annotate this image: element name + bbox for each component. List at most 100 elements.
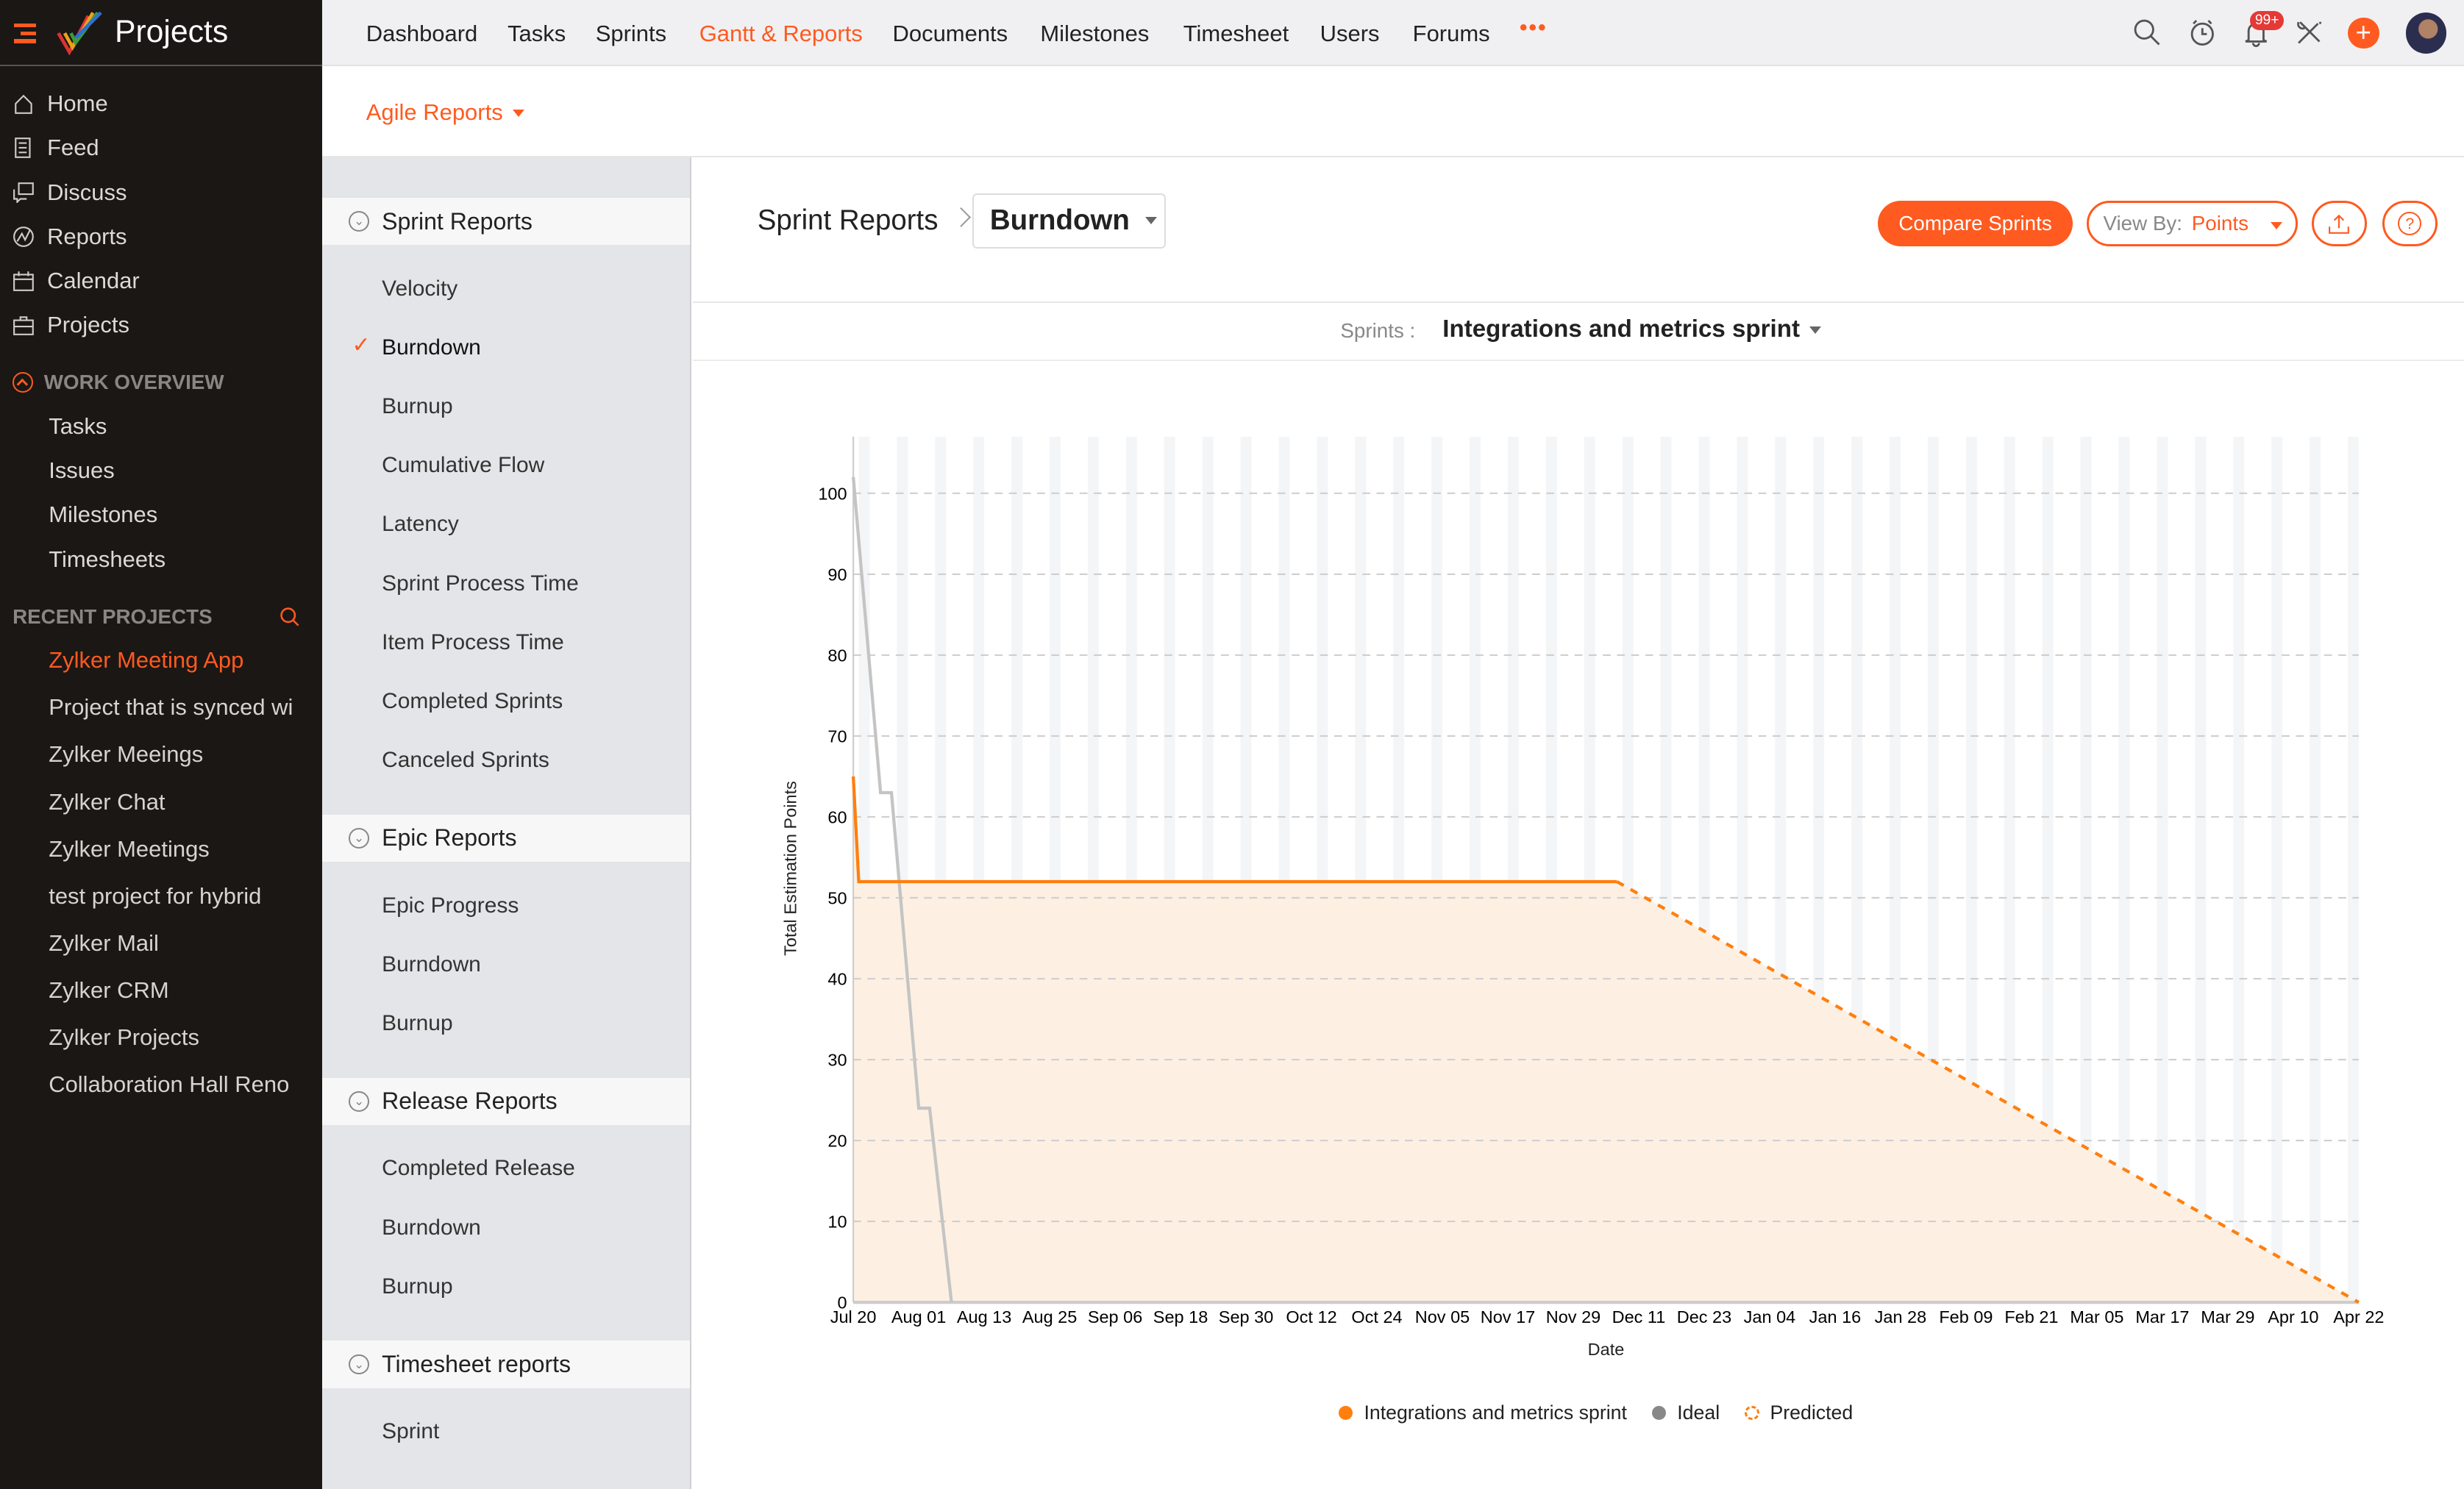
weekend-band — [2310, 436, 2321, 1303]
weekend-band — [2347, 436, 2359, 1303]
help-button[interactable]: ? — [2382, 201, 2438, 247]
recent-project-item[interactable]: Project that is synced wi — [49, 694, 293, 721]
report-item-velocity[interactable]: Velocity — [382, 276, 458, 301]
section-timesheet-reports[interactable]: ⌄ Timesheet reports — [321, 1340, 690, 1388]
tab-timesheet[interactable]: Timesheet — [1183, 20, 1289, 46]
x-tick-label: Feb 21 — [2004, 1307, 2058, 1326]
sidebar-item-timesheets[interactable]: Timesheets — [49, 546, 166, 572]
legend-item[interactable]: Integrations and metrics sprint — [1339, 1401, 1627, 1424]
recent-project-item[interactable]: Zylker Meeting App — [49, 647, 244, 674]
tools-icon[interactable] — [2294, 18, 2324, 48]
search-icon[interactable] — [2132, 18, 2162, 48]
notification-badge: 99+ — [2250, 10, 2284, 30]
sprint-select[interactable]: Integrations and metrics sprint — [1442, 315, 1821, 343]
tab-milestones[interactable]: Milestones — [1040, 20, 1150, 46]
legend-item[interactable]: Ideal — [1652, 1401, 1720, 1424]
legend-marker-icon — [1652, 1405, 1667, 1420]
report-item-latency[interactable]: Latency — [382, 512, 459, 537]
report-item-burnup[interactable]: Burnup — [382, 394, 453, 419]
sidebar-item-feed[interactable]: Feed — [13, 131, 99, 165]
report-item-burnup[interactable]: Burnup — [382, 1010, 453, 1035]
x-tick-label: Nov 17 — [1481, 1307, 1535, 1326]
user-avatar[interactable] — [2405, 13, 2447, 54]
report-item-epic-progress[interactable]: Epic Progress — [382, 893, 519, 918]
sidebar-item-home[interactable]: Home — [13, 87, 108, 121]
menu-icon[interactable] — [14, 24, 37, 43]
report-item-completed-release[interactable]: Completed Release — [382, 1156, 575, 1181]
weekend-band — [2042, 436, 2054, 1303]
projects-icon — [13, 316, 34, 336]
report-item-canceled-sprints[interactable]: Canceled Sprints — [382, 747, 549, 772]
sidebar-item-label: Calendar — [47, 268, 140, 293]
recent-projects-label: RECENT PROJECTS — [13, 604, 213, 628]
x-tick-label: Feb 09 — [1939, 1307, 1993, 1326]
more-menu-button[interactable]: ••• — [1519, 15, 1548, 40]
legend-marker-icon — [1745, 1405, 1759, 1420]
section-label: Timesheet reports — [382, 1351, 572, 1378]
report-item-sprint-process-time[interactable]: Sprint Process Time — [382, 571, 579, 596]
tab-documents[interactable]: Documents — [892, 20, 1008, 46]
agile-reports-dropdown[interactable]: Agile Reports — [366, 99, 524, 126]
report-item-burndown[interactable]: Burndown — [382, 951, 481, 976]
recent-project-item[interactable]: test project for hybrid — [49, 882, 262, 909]
projects-logo-icon — [57, 11, 102, 56]
report-type-select[interactable]: Burndown — [972, 193, 1167, 249]
search-projects-icon[interactable] — [279, 607, 300, 627]
recent-project-item[interactable]: Zylker CRM — [49, 976, 169, 1003]
sprints-filter-label: Sprints : — [1340, 318, 1416, 342]
export-button[interactable] — [2311, 201, 2367, 247]
report-item-item-process-time[interactable]: Item Process Time — [382, 629, 564, 654]
report-item-cumulative-flow[interactable]: Cumulative Flow — [382, 453, 545, 478]
legend-label: Predicted — [1770, 1401, 1854, 1424]
tab-gantt-reports[interactable]: Gantt & Reports — [699, 20, 863, 46]
recent-project-item[interactable]: Collaboration Hall Reno — [49, 1071, 290, 1098]
sidebar-item-milestones[interactable]: Milestones — [49, 501, 158, 528]
sidebar-item-projects[interactable]: Projects — [13, 308, 129, 343]
x-tick-label: Sep 18 — [1153, 1307, 1208, 1326]
x-tick-label: Sep 30 — [1219, 1307, 1273, 1326]
tab-tasks[interactable]: Tasks — [508, 20, 566, 46]
recent-project-item[interactable]: Zylker Mail — [49, 929, 159, 956]
sidebar-item-label: Home — [47, 90, 108, 116]
sidebar-item-issues[interactable]: Issues — [49, 457, 115, 484]
section-release-reports[interactable]: ⌄ Release Reports — [321, 1077, 690, 1125]
predicted-line — [1616, 880, 2360, 1304]
report-item-completed-sprints[interactable]: Completed Sprints — [382, 688, 563, 713]
report-item-burndown[interactable]: Burndown — [382, 1215, 481, 1240]
feed-icon — [15, 138, 31, 159]
recent-project-item[interactable]: Zylker Chat — [49, 788, 165, 815]
compare-sprints-button[interactable]: Compare Sprints — [1878, 201, 2073, 247]
report-item-sprint[interactable]: Sprint — [382, 1419, 440, 1444]
sidebar-item-tasks[interactable]: Tasks — [49, 413, 107, 439]
x-tick-label: Sep 06 — [1088, 1307, 1142, 1326]
timer-icon[interactable] — [2187, 18, 2218, 48]
report-item-burnup[interactable]: Burnup — [382, 1274, 453, 1299]
x-tick-label: Aug 01 — [891, 1307, 946, 1326]
tab-dashboard[interactable]: Dashboard — [366, 20, 478, 46]
report-item-burndown[interactable]: Burndown — [382, 335, 481, 360]
view-by-select[interactable]: View By: Points — [2087, 201, 2298, 247]
quick-add-button[interactable]: + — [2347, 17, 2379, 49]
sidebar-item-label: Feed — [47, 135, 99, 161]
actual-line — [851, 776, 1617, 884]
recent-project-item[interactable]: Zylker Meeings — [49, 741, 204, 768]
recent-project-item[interactable]: Zylker Projects — [49, 1024, 199, 1050]
section-epic-reports[interactable]: ⌄ Epic Reports — [321, 814, 690, 862]
work-overview-toggle[interactable]: WORK OVERVIEW — [13, 371, 224, 394]
sidebar-item-reports[interactable]: Reports — [13, 219, 127, 254]
weekend-band — [2157, 436, 2168, 1303]
legend-item[interactable]: Predicted — [1745, 1401, 1853, 1424]
sub-header: Agile Reports — [321, 67, 2464, 157]
sidebar-item-calendar[interactable]: Calendar — [13, 264, 140, 299]
x-tick-label: Nov 05 — [1415, 1307, 1470, 1326]
y-tick-label: 0 — [837, 1293, 847, 1313]
tab-forums[interactable]: Forums — [1412, 20, 1490, 46]
tab-users[interactable]: Users — [1320, 20, 1380, 46]
sidebar-item-discuss[interactable]: Discuss — [13, 175, 127, 210]
tab-sprints[interactable]: Sprints — [595, 20, 667, 46]
recent-project-item[interactable]: Zylker Meetings — [49, 835, 210, 862]
breadcrumb-sprint-reports[interactable]: Sprint Reports — [757, 204, 939, 236]
section-label: Epic Reports — [382, 824, 517, 851]
section-sprint-reports[interactable]: ⌄ Sprint Reports — [321, 198, 690, 246]
